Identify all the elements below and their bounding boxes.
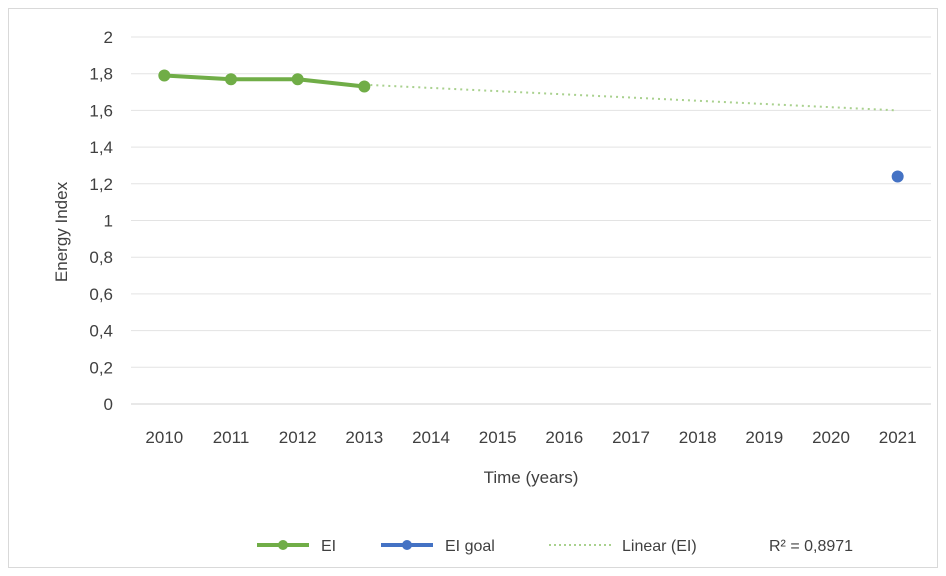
x-tick-label: 2013 (345, 428, 383, 447)
x-tick-label: 2017 (612, 428, 650, 447)
x-tick-label: 2012 (279, 428, 317, 447)
y-tick-labels: 0 0,2 0,4 0,6 0,8 1 1,2 1,4 1,6 1,8 2 (89, 28, 113, 414)
x-tick-label: 2016 (545, 428, 583, 447)
y-tick-label: 1 (104, 212, 113, 231)
x-tick-label: 2021 (879, 428, 917, 447)
x-tick-label: 2019 (745, 428, 783, 447)
x-tick-label: 2018 (679, 428, 717, 447)
series-line-0 (164, 73, 365, 89)
data-point (225, 73, 237, 86)
data-point (891, 170, 904, 183)
grid-layer (131, 36, 931, 405)
x-tick-label: 2010 (145, 428, 183, 447)
x-tick-label: 2015 (479, 428, 517, 447)
y-tick-label: 1,8 (89, 65, 113, 84)
y-tick-label: 0,4 (89, 322, 113, 341)
legend-trendline-label: Linear (EI) (622, 538, 697, 555)
x-tick-labels: 2010 2011 2012 2013 2014 2015 2016 2017 2018 2019… (145, 428, 916, 447)
legend-ei-marker (278, 540, 288, 550)
series-layer (158, 69, 904, 183)
trend-layer (364, 83, 898, 112)
y-tick-label: 1,6 (89, 101, 113, 120)
data-point (158, 69, 171, 82)
legend: EI EI goal Linear (EI) R² = 0,8971 (257, 538, 853, 555)
chart-svg: 0 0,2 0,4 0,6 0,8 1 1,2 1,4 1,6 1,8 2 2010 2011 2012… (52, 28, 931, 555)
y-tick-label: 1,2 (89, 175, 113, 194)
legend-ei-goal-marker (402, 540, 412, 550)
x-tick-label: 2011 (213, 428, 250, 447)
legend-ei-goal-label: EI goal (445, 538, 495, 555)
trendline (364, 83, 898, 112)
legend-ei-label: EI (321, 538, 336, 555)
y-tick-label: 0,6 (89, 285, 113, 304)
data-point (291, 73, 304, 86)
x-tick-label: 2020 (812, 428, 850, 447)
y-tick-label: 0 (104, 395, 113, 414)
data-point (358, 80, 371, 93)
x-axis-title: Time (years) (484, 468, 579, 487)
y-tick-label: 0,2 (89, 358, 113, 377)
x-tick-label: 2014 (412, 428, 450, 447)
y-tick-label: 2 (104, 28, 113, 47)
chart-frame: 0 0,2 0,4 0,6 0,8 1 1,2 1,4 1,6 1,8 2 2010 2011 2012… (8, 8, 938, 568)
y-tick-label: 1,4 (89, 138, 113, 157)
r-squared-annotation: R² = 0,8971 (769, 538, 853, 555)
y-tick-label: 0,8 (89, 248, 113, 267)
y-axis-title: Energy Index (52, 181, 71, 282)
